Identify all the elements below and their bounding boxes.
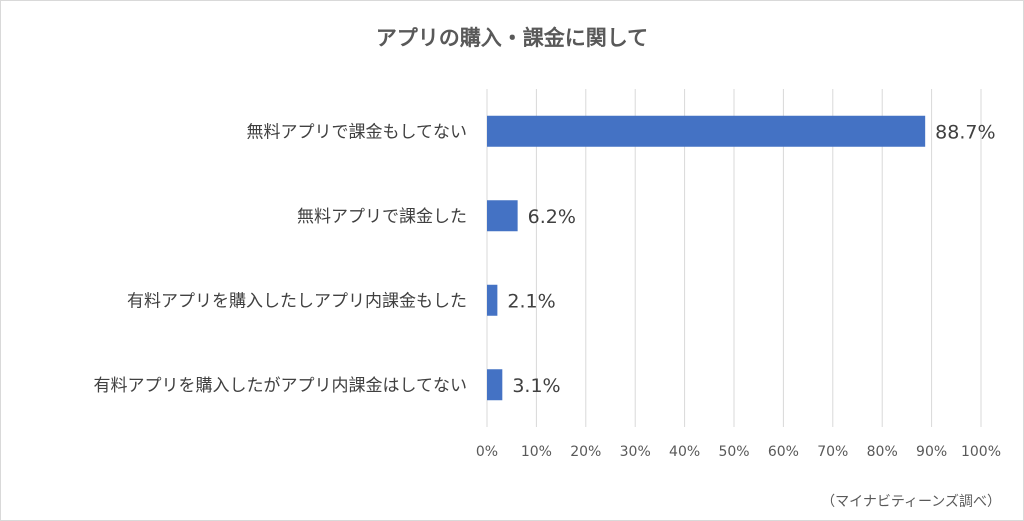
bar [487,115,926,147]
category-label: 無料アプリで課金もしてない [247,122,468,142]
data-label: 6.2% [528,206,576,228]
x-tick-label: 10% [521,444,552,460]
category-label: 有料アプリを購入したしアプリ内課金もした [127,291,467,311]
x-tick-label: 90% [916,444,947,460]
x-tick-labels: 0% 10% 20% 30% 40% 50% 60% 70% 80% 90% 100% [476,444,1001,460]
x-tick-label: 0% [476,444,498,460]
category-label: 無料アプリで課金した [297,207,467,227]
source-note: （マイナビティーンズ調べ） [821,494,1001,510]
bars [487,115,926,401]
bar [487,369,503,401]
data-label: 2.1% [507,290,555,312]
category-labels: 無料アプリで課金もしてない無料アプリで課金した有料アプリを購入したしアプリ内課金… [94,122,468,396]
chart-title: アプリの購入・課金に関して [376,26,648,50]
x-tick-label: 60% [768,444,799,460]
x-tick-label: 20% [570,444,601,460]
x-tick-label: 80% [867,444,898,460]
data-labels: 88.7% 6.2% 2.1% 3.1% [507,121,995,397]
x-tick-label: 70% [817,444,848,460]
bar [487,284,498,316]
x-tick-label: 40% [669,444,700,460]
data-label: 3.1% [512,375,560,397]
data-label: 88.7% [935,121,995,143]
x-tick-label: 100% [961,444,1001,460]
x-tick-label: 50% [718,444,749,460]
category-label: 有料アプリを購入したがアプリ内課金はしてない [94,376,468,396]
bar [487,200,518,232]
x-tick-label: 30% [620,444,651,460]
